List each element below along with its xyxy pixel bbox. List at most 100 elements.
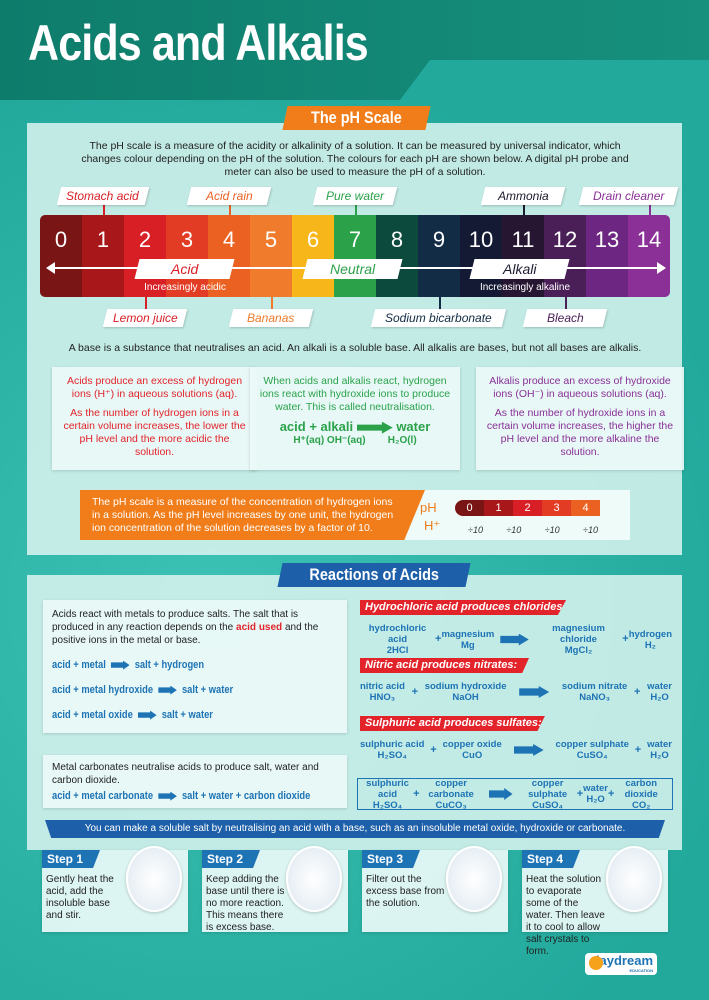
- ph-cell-13: 13: [586, 215, 628, 297]
- step-text: Gently heat the acid, add the insoluble …: [46, 874, 114, 921]
- factor-label: ÷10: [583, 525, 598, 535]
- chem-term: copper sulphate CuSO₄: [528, 777, 568, 811]
- chem-term: water H₂O: [583, 783, 608, 805]
- eq-lhs: acid + alkali: [279, 419, 354, 434]
- chem-term: sulphuric acid H₂SO₄: [366, 777, 409, 811]
- ph-example-label: Bananas: [228, 309, 314, 327]
- label-pointer: [271, 297, 273, 309]
- ph-example-label: Acid rain: [186, 187, 272, 205]
- ph-example-label: Pure water: [312, 187, 398, 205]
- salt-banner: You can make a soluble salt by neutralis…: [45, 820, 665, 838]
- acid-used-highlight: acid used: [236, 622, 283, 633]
- ph-example-label: Lemon juice: [102, 309, 188, 327]
- step-text: Keep adding the base until there is no m…: [206, 874, 285, 933]
- arrow-icon: [110, 660, 130, 670]
- chem-term: nitric acid HNO₃: [360, 681, 405, 703]
- ph-example-label: Ammonia: [480, 187, 566, 205]
- intro-text-end: and the positive ions in the metal or ba…: [52, 622, 319, 646]
- acid-examples: Hydrochloric acid produces chlorides: hyd…: [360, 600, 672, 774]
- chem-term: sodium nitrate NaNO₃: [561, 681, 628, 703]
- chem-term: magnesium Mg: [441, 628, 495, 651]
- carbonate-intro: Metal carbonates neutralise acids to pro…: [52, 762, 319, 786]
- chem-term: hydrogen H₂: [628, 628, 672, 651]
- ph-heading: The pH Scale: [282, 106, 431, 130]
- metals-box: Acids react with metals to produce salts…: [43, 600, 347, 733]
- chem-term: sulphuric acid H₂SO₄: [360, 739, 425, 761]
- reaction-header: Hydrochloric acid produces chlorides:: [360, 600, 567, 615]
- arrow-icon: [137, 710, 157, 720]
- base-note: A base is a substance that neutralises a…: [68, 342, 642, 354]
- evaporating-dish-icon: [606, 846, 662, 912]
- reactions-heading: Reactions of Acids: [277, 563, 471, 587]
- ph-cell-2: 2: [124, 215, 166, 297]
- alkali-box: Alkalis produce an excess of hydroxide i…: [476, 367, 684, 470]
- step-title: Step 4: [522, 850, 580, 868]
- mini-ph-cell: 3: [542, 500, 571, 516]
- ph-cell-9: 9: [418, 215, 460, 297]
- ph-cell-10: 10: [460, 215, 502, 297]
- step-title: Step 2: [202, 850, 260, 868]
- factor-label: ÷10: [544, 525, 560, 535]
- step-text: Filter out the excess base from the solu…: [366, 874, 445, 909]
- alkali-box-p1: Alkalis produce an excess of hydroxide i…: [489, 375, 671, 400]
- ph-cell-4: 4: [208, 215, 250, 297]
- step-title: Step 3: [362, 850, 420, 868]
- alkali-box-p2: As the number of hydroxide ions in a cer…: [486, 407, 674, 458]
- chem-term: water H₂O: [647, 739, 672, 761]
- ph-cell-12: 12: [544, 215, 586, 297]
- step-card-3: Step 3 Filter out the excess base from th…: [362, 846, 508, 932]
- word-equation: acid + metal salt + hydrogen: [52, 659, 205, 671]
- word-equation: acid + metal hydroxide salt + water: [52, 684, 234, 696]
- arrow-left-icon: [46, 262, 55, 274]
- ph-cell-3: 3: [166, 215, 208, 297]
- neutral-box: When acids and alkalis react, hydrogen i…: [250, 367, 460, 470]
- arrow-icon: [356, 421, 393, 434]
- label-pointer: [439, 297, 441, 309]
- acid-box: Acids produce an excess of hydrogen ions…: [52, 367, 257, 470]
- ph-cell-6: 6: [292, 215, 334, 297]
- chem-term: copper sulphate CuSO₄: [555, 739, 629, 761]
- step-card-1: Step 1 Gently heat the acid, add the inso…: [42, 846, 188, 932]
- carbonate-box: Metal carbonates neutralise acids to pro…: [43, 755, 347, 808]
- acid-box-p1: Acids produce an excess of hydrogen ions…: [66, 375, 243, 400]
- reaction-header: Nitric acid produces nitrates:: [360, 658, 529, 673]
- mini-ph-cell: 4: [571, 500, 600, 516]
- label-pointer: [565, 297, 567, 309]
- logo-icon: [589, 956, 603, 970]
- factor-label: ÷10: [506, 525, 522, 535]
- ph-cell-0: 0: [40, 215, 82, 297]
- acid-label: Acid: [134, 259, 235, 279]
- ph-intro: The pH scale is a measure of the acidity…: [81, 140, 629, 178]
- ph-example-label: Sodium bicarbonate: [371, 309, 507, 327]
- label-pointer: [649, 205, 651, 215]
- label-pointer: [523, 205, 525, 215]
- ph-cell-11: 11: [502, 215, 544, 297]
- neutral-label: Neutral: [302, 259, 403, 279]
- step-card-2: Step 2 Keep adding the base until there i…: [202, 846, 348, 933]
- ph-example-label: Bleach: [522, 309, 608, 327]
- intro-text: Acids react with metals to produce salts…: [52, 609, 299, 633]
- page-title: Acids and Alkalis: [28, 15, 369, 71]
- step-text: Heat the solution to evaporate some of t…: [526, 874, 605, 957]
- chem-term: copper oxide CuO: [442, 739, 502, 761]
- carbonate-example: sulphuric acid H₂SO₄ + copper carbonate CuCO…: [357, 777, 673, 811]
- reaction-example: Hydrochloric acid produces chlorides: hyd…: [360, 600, 672, 658]
- daydream-logo: daydream EDUCATION: [585, 953, 657, 975]
- label-pointer: [229, 205, 231, 215]
- word-equation: acid + metal oxide salt + water: [52, 709, 213, 721]
- ph-scale-bar: 0 1 2 3 4 5 6 7 8 9 10 11 12 13 14: [40, 215, 670, 297]
- factor-row: ÷10 ÷10 ÷10 ÷10: [468, 525, 598, 535]
- reaction-example: Sulphuric acid produces sulfates: sulphur…: [360, 716, 672, 761]
- label-pointer: [355, 205, 357, 215]
- neutral-text: When acids and alkalis react, hydrogen i…: [259, 375, 451, 413]
- chem-term: sodium hydroxide NaOH: [424, 681, 507, 703]
- beaker-heat-icon: [286, 846, 342, 912]
- ph-cell-8: 8: [376, 215, 418, 297]
- word-equations: acid + metal salt + hydrogen acid + metal …: [52, 659, 338, 722]
- concentration-text: The pH scale is a measure of the concent…: [80, 490, 425, 540]
- eq-rhs: water: [396, 419, 431, 434]
- mini-h-label: H⁺: [424, 518, 441, 533]
- carbonate-equation: acid + metal carbonate salt + water + car…: [52, 790, 311, 802]
- arrow-icon: [158, 685, 177, 695]
